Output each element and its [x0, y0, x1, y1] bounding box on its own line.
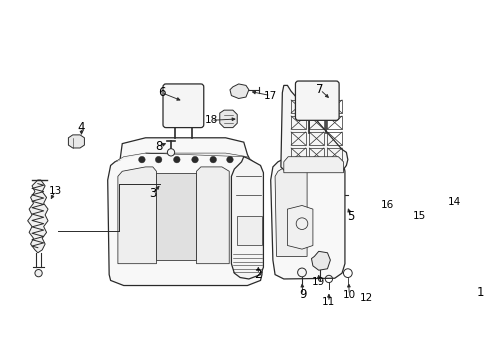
- FancyBboxPatch shape: [295, 81, 339, 120]
- Polygon shape: [196, 167, 229, 264]
- Polygon shape: [220, 110, 237, 127]
- Circle shape: [297, 268, 306, 277]
- Polygon shape: [230, 84, 249, 99]
- Circle shape: [139, 156, 145, 163]
- Polygon shape: [231, 157, 264, 279]
- Text: 18: 18: [204, 115, 218, 125]
- Circle shape: [173, 156, 180, 163]
- Polygon shape: [156, 173, 196, 260]
- Text: 19: 19: [312, 277, 325, 287]
- Polygon shape: [284, 157, 343, 173]
- Polygon shape: [108, 138, 262, 285]
- Text: 8: 8: [155, 140, 162, 153]
- Polygon shape: [312, 251, 330, 270]
- Text: 6: 6: [158, 86, 165, 99]
- Polygon shape: [118, 167, 156, 264]
- Circle shape: [192, 156, 198, 163]
- Circle shape: [210, 156, 217, 163]
- Polygon shape: [242, 224, 261, 266]
- Text: 13: 13: [49, 186, 62, 196]
- Text: 11: 11: [322, 297, 336, 307]
- Circle shape: [35, 270, 42, 277]
- Polygon shape: [27, 180, 48, 253]
- Text: 17: 17: [264, 91, 277, 100]
- Circle shape: [227, 156, 233, 163]
- Polygon shape: [270, 157, 345, 279]
- Text: 12: 12: [360, 293, 373, 303]
- Polygon shape: [237, 216, 262, 246]
- Text: 4: 4: [78, 121, 85, 134]
- Polygon shape: [288, 206, 313, 249]
- Text: 10: 10: [343, 290, 356, 300]
- Circle shape: [409, 201, 415, 206]
- Circle shape: [155, 156, 162, 163]
- Polygon shape: [275, 168, 307, 256]
- Circle shape: [296, 218, 308, 229]
- Text: 14: 14: [447, 197, 461, 207]
- Polygon shape: [402, 196, 423, 212]
- Polygon shape: [115, 153, 256, 167]
- Text: 5: 5: [347, 210, 354, 223]
- Text: 16: 16: [381, 201, 394, 211]
- Polygon shape: [69, 135, 84, 148]
- Text: 3: 3: [149, 186, 156, 199]
- Text: 15: 15: [413, 211, 426, 221]
- Circle shape: [168, 149, 174, 156]
- Polygon shape: [426, 189, 447, 208]
- Text: 1: 1: [477, 286, 484, 299]
- Polygon shape: [281, 85, 348, 171]
- Text: 2: 2: [255, 268, 262, 281]
- Text: 9: 9: [299, 288, 306, 301]
- Text: 7: 7: [317, 83, 324, 96]
- Polygon shape: [358, 273, 378, 291]
- FancyBboxPatch shape: [163, 84, 204, 127]
- Polygon shape: [380, 184, 400, 202]
